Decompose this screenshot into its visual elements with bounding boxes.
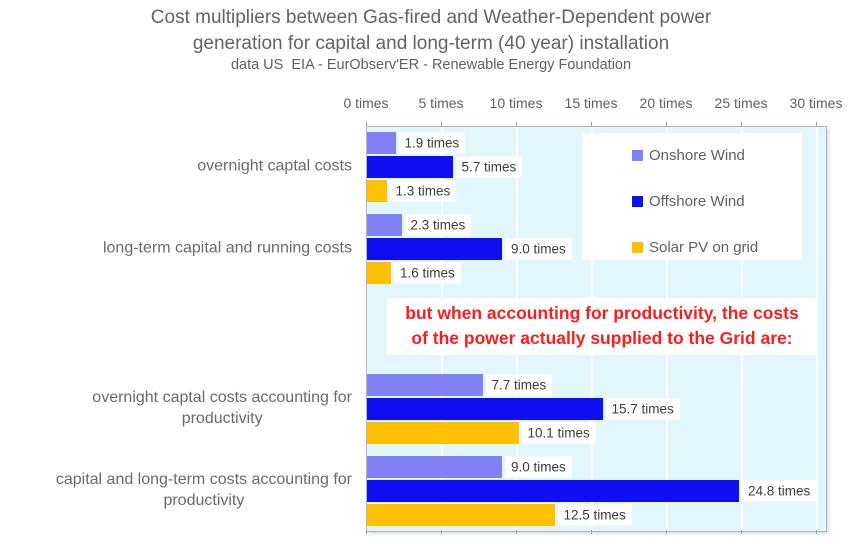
x-tick-mark	[741, 530, 742, 534]
x-tick-mark	[816, 122, 817, 126]
legend-label: Onshore Wind	[649, 147, 745, 164]
x-tick-label: 0 times	[343, 95, 389, 111]
legend-item: Onshore Wind	[632, 147, 745, 164]
value-label: 9.0 times	[505, 456, 572, 478]
value-label: 9.0 times	[505, 238, 572, 260]
x-tick-mark	[516, 122, 517, 126]
x-tick-label: 15 times	[564, 95, 618, 111]
x-tick-label: 5 times	[418, 95, 464, 111]
bar-onshore-wind	[367, 374, 483, 396]
category-label: long-term capital and running costs	[102, 239, 352, 257]
bar-solar-pv-on-grid	[367, 262, 391, 284]
x-tick-label: 20 times	[639, 95, 693, 111]
bar-offshore-wind	[367, 398, 603, 420]
chart-title: Cost multipliers between Gas-fired and W…	[150, 7, 712, 54]
x-tick-label: 10 times	[489, 95, 543, 111]
annotation-box: but when accounting for productivity, th…	[387, 298, 817, 355]
x-tick-mark	[666, 122, 667, 126]
annotation-line: but when accounting for productivity, th…	[405, 303, 799, 323]
value-label: 12.5 times	[557, 504, 632, 526]
chart-subtitle: data US EIA - EurObserv'ER - Renewable E…	[230, 57, 632, 73]
legend-item: Solar PV on grid	[632, 239, 758, 256]
legend-label: Solar PV on grid	[649, 239, 759, 256]
value-label: 1.6 times	[394, 262, 461, 284]
value-label: 5.7 times	[455, 156, 523, 178]
annotation-line: of the power actually supplied to the Gr…	[411, 328, 793, 348]
x-tick-mark	[366, 530, 367, 534]
value-label: 2.3 times	[404, 214, 472, 236]
bar-solar-pv-on-grid	[367, 180, 387, 202]
x-tick-mark	[441, 122, 442, 126]
value-label: 24.8 times	[742, 480, 817, 502]
category-label: capital and long-term costs accounting f…	[55, 471, 352, 509]
x-tick-mark	[741, 122, 742, 126]
gridline	[816, 127, 818, 531]
value-label: 15.7 times	[605, 398, 680, 420]
legend-swatch-icon	[632, 196, 643, 207]
category-label: overnight captal costs	[197, 157, 352, 175]
x-tick-mark	[591, 122, 592, 126]
x-tick-label: 25 times	[714, 95, 768, 111]
legend-item: Offshore Wind	[632, 193, 745, 210]
category-label: overnight captal costs accounting for pro…	[92, 389, 352, 427]
x-tick-mark	[366, 122, 367, 126]
x-tick-mark	[441, 530, 442, 534]
bar-offshore-wind	[367, 156, 453, 178]
bar-solar-pv-on-grid	[367, 504, 555, 526]
value-label: 1.3 times	[389, 180, 457, 202]
bar-solar-pv-on-grid	[367, 422, 519, 444]
x-tick-mark	[516, 530, 517, 534]
x-tick-mark	[591, 530, 592, 534]
bar-onshore-wind	[367, 132, 396, 154]
bar-offshore-wind	[367, 238, 502, 260]
x-tick-label: 30 times	[789, 95, 843, 111]
legend: Onshore Wind Offshore Wind Solar PV on gri…	[582, 133, 802, 260]
bar-offshore-wind	[367, 480, 739, 502]
x-tick-mark	[816, 530, 817, 534]
value-label: 10.1 times	[521, 422, 596, 444]
legend-swatch-icon	[632, 242, 643, 253]
x-tick-mark	[666, 530, 667, 534]
bar-onshore-wind	[367, 456, 502, 478]
legend-label: Offshore Wind	[649, 193, 745, 210]
value-label: 1.9 times	[398, 132, 466, 154]
value-label: 7.7 times	[485, 374, 553, 396]
legend-swatch-icon	[632, 150, 643, 161]
bar-onshore-wind	[367, 214, 402, 236]
